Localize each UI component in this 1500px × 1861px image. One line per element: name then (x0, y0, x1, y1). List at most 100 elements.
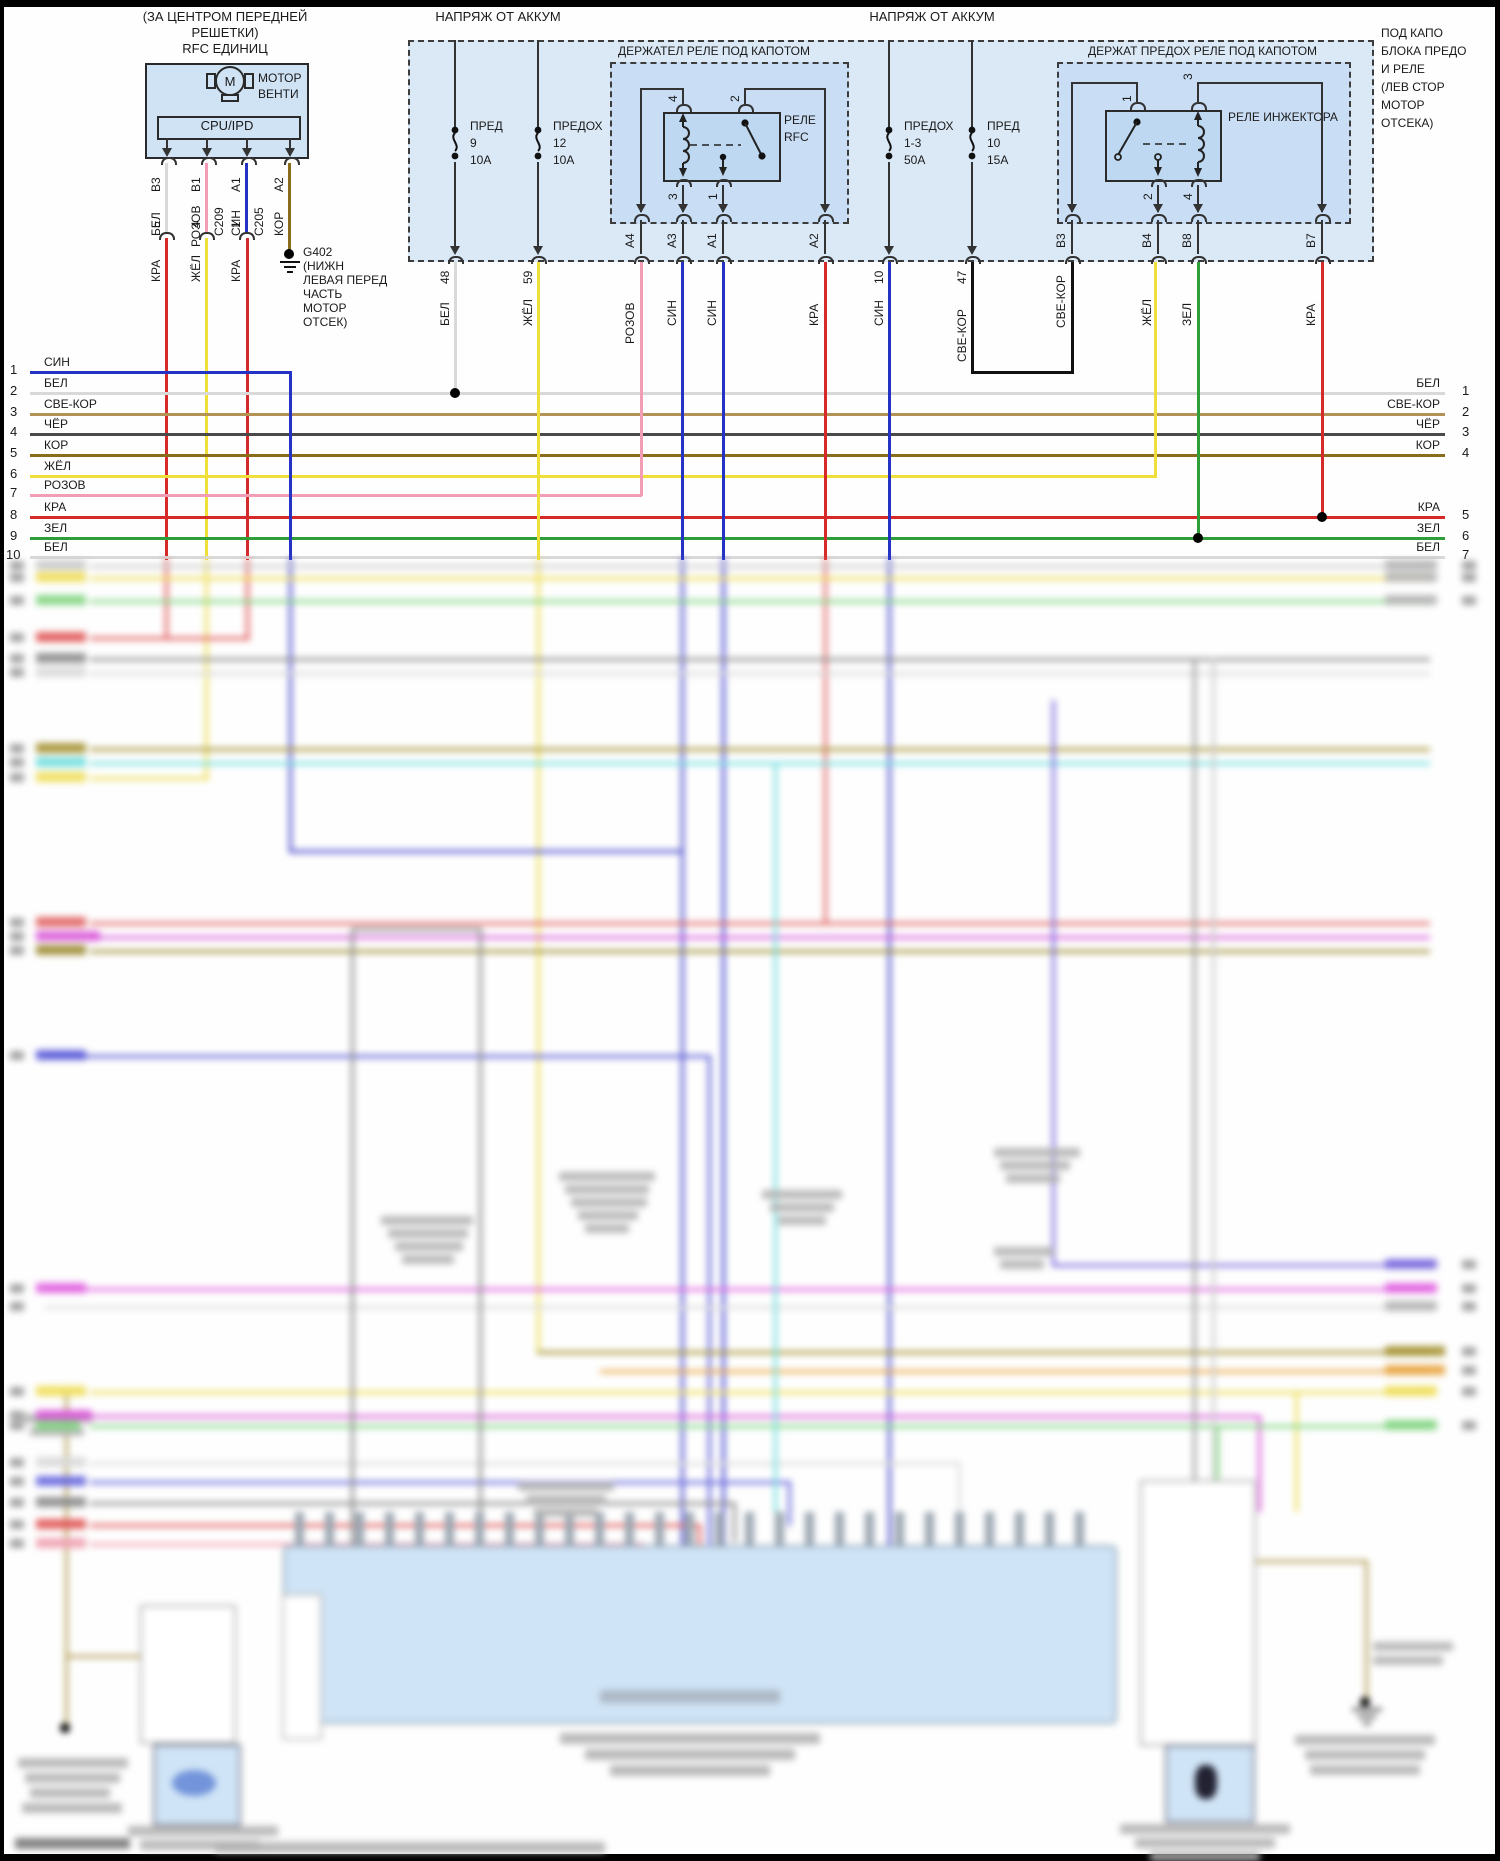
wire-a4-color: РОЗОВ (623, 302, 637, 344)
bus-row-9 (30, 537, 1445, 540)
sensor-box (1165, 1745, 1255, 1823)
bus-right-label-4: КОР (1415, 438, 1440, 452)
wire (681, 262, 684, 560)
bus-right-label-6: ЗЕЛ (1416, 521, 1440, 535)
wire-59-num: 59 (521, 270, 535, 284)
bus-left-num-10: 10 (6, 547, 21, 562)
ground-icon (280, 261, 300, 273)
wire-a1-color: СИН (705, 300, 719, 326)
bus-left-label-4: ЧЁР (44, 417, 69, 431)
bus-right-num-7: 7 (1462, 547, 1470, 562)
wire-10-color: СИН (872, 300, 886, 326)
bus-right-num-5: 5 (1462, 507, 1470, 522)
relay-holder2-title: ДЕРЖАТ ПРЕДОХ РЕЛЕ ПОД КАПОТОМ (1088, 44, 1318, 58)
wire-b4-color: ЖЁЛ (1140, 299, 1154, 326)
rfc-unit-caption: (ЗА ЦЕНТРОМ ПЕРЕДНЕЙ РЕШЕТКИ) RFC ЕДИНИЦ (142, 9, 308, 56)
fuse-label-1-3: ПРЕДОХ 1-3 50А (904, 119, 954, 167)
wire (165, 238, 168, 560)
wire-59-color: ЖЁЛ (521, 299, 535, 326)
bus-left-num-7: 7 (10, 485, 18, 500)
wire-a3-color: СИН (665, 300, 679, 326)
wire-47-num: 47 (955, 270, 969, 284)
wire (165, 163, 168, 232)
power-label-2: НАПРЯЖ ОТ АККУМ (869, 9, 995, 24)
cpu-ipd-box (157, 116, 301, 140)
exit-b8: В8 (1180, 233, 1194, 248)
wire-a2-color: КРА (807, 303, 821, 326)
relay-injector-label: РЕЛЕ ИНЖЕКТОРА (1228, 110, 1338, 124)
bus-left-label-7: РОЗОВ (44, 478, 86, 492)
relay-injector-box (1105, 110, 1222, 182)
ground-label: G402 (НИЖН ЛЕВАЯ ПЕРЕД ЧАСТЬ МОТОР ОТСЕК… (303, 245, 388, 329)
wire (1197, 262, 1200, 540)
bus-left-num-8: 8 (10, 507, 18, 522)
bus-left-label-10: БЕЛ (44, 540, 68, 554)
fuse-icon-1-3 (885, 126, 893, 160)
wire (288, 163, 291, 251)
relay2-pin1: 1 (1120, 95, 1134, 102)
bus-right-num-2: 2 (1462, 404, 1470, 419)
wire (888, 262, 891, 560)
relay2-pin3: 3 (1181, 73, 1195, 80)
bus-row-7 (30, 494, 642, 497)
relay-rfc-label: РЕЛЕ RFC (784, 113, 816, 144)
wire-color-kra2: КРА (229, 259, 243, 282)
exit-a2: А2 (807, 233, 821, 248)
bus-left-num-6: 6 (10, 466, 18, 481)
fuse-label-12: ПРЕДОХ 12 10А (553, 119, 603, 167)
exit-a3: А3 (665, 233, 679, 248)
wire-b3-color: СВЕ-КОР (1054, 275, 1068, 328)
bus-row-8 (30, 516, 1445, 519)
exit-a1: А1 (705, 233, 719, 248)
bus-left-label-8: КРА (44, 500, 67, 514)
pin-label-a1: A1 (229, 177, 243, 192)
pin-label-a2: A2 (272, 177, 286, 192)
bus-left-num-1: 1 (10, 362, 18, 377)
pin-num-5: 5 (149, 221, 163, 228)
wire (205, 163, 208, 232)
relay-injector-internals (1114, 111, 1205, 177)
bus-row-10 (30, 556, 1445, 559)
wire-color-zhel: ЖЁЛ (189, 255, 203, 282)
wire (205, 238, 208, 560)
pin-num-1: 1 (229, 221, 243, 228)
exit-b3: В3 (1054, 233, 1068, 248)
relay-rfc-internals (679, 113, 766, 177)
wire-47-color: СВЕ-КОР (955, 309, 969, 362)
wire-10-num: 10 (872, 270, 886, 284)
wire-color-kra: КРА (149, 259, 163, 282)
bus-left-num-4: 4 (10, 424, 18, 439)
bus-left-num-5: 5 (10, 445, 18, 460)
side-note: ПОД КАПО БЛОКА ПРЕДО И РЕЛЕ (ЛЕВ СТОР МО… (1381, 26, 1467, 130)
bus-left-label-3: СВЕ-КОР (44, 397, 97, 411)
cpu-ipd-label: CPU/IPD (200, 118, 254, 133)
wire-b7-color: КРА (1304, 303, 1318, 326)
frame-top (0, 0, 1500, 7)
bus-right-label-7: БЕЛ (1416, 540, 1440, 554)
bus-left-num-3: 3 (10, 404, 18, 419)
bus-left-num-2: 2 (10, 383, 18, 398)
wire (454, 262, 457, 392)
exit-b7: В7 (1304, 233, 1318, 248)
exit-a4: А4 (623, 233, 637, 248)
exit-b4: В4 (1140, 233, 1154, 248)
wire (537, 262, 540, 560)
frame-bottom (0, 1854, 1500, 1861)
bus-row-3 (30, 413, 1445, 416)
wire (971, 262, 974, 374)
bus-right-num-4: 4 (1462, 445, 1470, 460)
bus-left-num-9: 9 (10, 528, 18, 543)
bus-left-label-2: БЕЛ (44, 376, 68, 390)
wire (1071, 262, 1074, 374)
bus-left-label-6: ЖЁЛ (44, 459, 71, 473)
pin-num-4: 4 (189, 221, 203, 228)
wire-48-color: БЕЛ (438, 302, 452, 326)
junction-dot (450, 388, 460, 398)
junction-dot (1317, 512, 1327, 522)
frame-right (1495, 0, 1500, 1861)
bus-left-label-9: ЗЕЛ (44, 521, 68, 535)
wire (289, 371, 292, 560)
bus-right-label-1: БЕЛ (1416, 376, 1440, 390)
fuse-label-9: ПРЕД 9 10А (470, 119, 503, 167)
bus-left-label-1: СИН (44, 355, 70, 369)
